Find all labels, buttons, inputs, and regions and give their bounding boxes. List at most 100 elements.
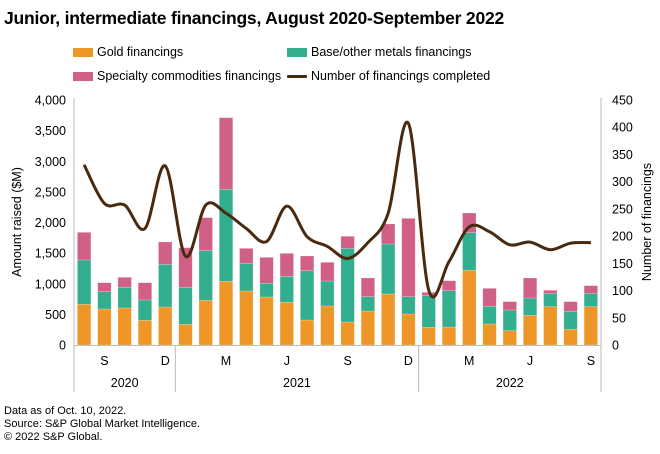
bar-base-15	[381, 243, 396, 295]
legend-label-specialty: Specialty commodities financings	[97, 69, 282, 83]
bar-base-5	[178, 287, 193, 325]
y-tick-label: 1,000	[35, 277, 66, 291]
bar-base-20	[482, 305, 497, 325]
bar-base-19	[462, 232, 477, 271]
y2-axis-title: Number of financings	[640, 163, 654, 281]
bar-base-2	[117, 287, 132, 309]
bar-base-8	[239, 263, 254, 292]
bar-base-17	[421, 295, 436, 328]
x-tick-label: S	[100, 354, 108, 368]
bar-base-14	[360, 296, 375, 312]
bar-specialty-16	[401, 218, 416, 297]
y-tick-label: 1,500	[35, 247, 66, 261]
x-tick-label: S	[587, 354, 595, 368]
bar-base-1	[97, 291, 112, 310]
bar-specialty-3	[137, 282, 152, 301]
y2-tick-label: 450	[612, 94, 633, 108]
bar-gold-3	[137, 320, 152, 346]
bar-specialty-25	[583, 285, 598, 294]
bar-specialty-12	[320, 262, 335, 282]
footer-data-date: Data as of Oct. 10, 2022.	[4, 405, 127, 417]
y-tick-label: 3,000	[35, 155, 66, 169]
y-tick-label: 4,000	[35, 94, 66, 108]
bar-gold-12	[320, 305, 335, 346]
legend-label-count: Number of financings completed	[311, 69, 491, 83]
y-tick-label: 3,500	[35, 124, 66, 138]
bar-base-16	[401, 296, 416, 315]
bar-gold-2	[117, 307, 132, 346]
bar-specialty-24	[563, 301, 578, 312]
bar-specialty-18	[441, 280, 457, 291]
x-tick-label: D	[161, 354, 170, 368]
legend-swatch-specialty	[73, 71, 93, 81]
bar-base-4	[158, 264, 173, 308]
bar-base-24	[563, 311, 578, 330]
bar-base-23	[543, 293, 558, 307]
legend-item-count: Number of financings completed	[287, 69, 490, 83]
bar-base-7	[218, 189, 234, 282]
bar-specialty-10	[279, 253, 294, 277]
bar-base-0	[77, 259, 92, 305]
bar-gold-25	[583, 306, 598, 346]
y2-tick-label: 100	[612, 284, 633, 298]
bar-specialty-13	[340, 235, 355, 249]
legend-item-gold: Gold financings	[73, 45, 183, 59]
x-tick-label: S	[343, 354, 351, 368]
bar-specialty-7	[218, 117, 234, 190]
bar-gold-23	[543, 306, 558, 346]
bar-specialty-0	[77, 232, 92, 261]
legend-swatch-base	[287, 47, 307, 57]
y2-tick-label: 50	[612, 311, 626, 325]
y2-tick-label: 300	[612, 175, 633, 189]
bar-gold-7	[218, 281, 234, 346]
bar-gold-1	[97, 308, 112, 346]
bar-base-21	[502, 309, 517, 331]
bar-base-9	[259, 283, 274, 298]
bar-gold-21	[502, 330, 517, 346]
bar-specialty-8	[239, 248, 254, 264]
bar-specialty-14	[360, 277, 375, 297]
y2-tick-label: 200	[612, 230, 633, 244]
y-tick-label: 2,000	[35, 216, 66, 230]
x-tick-label: J	[284, 354, 290, 368]
y2-tick-label: 150	[612, 257, 633, 271]
bar-gold-20	[482, 323, 497, 346]
x-tick-label: D	[404, 354, 413, 368]
bar-specialty-1	[97, 282, 112, 293]
bar-gold-5	[178, 323, 193, 346]
bar-gold-9	[259, 296, 274, 346]
bars-layer	[77, 117, 598, 346]
bar-specialty-5	[178, 247, 193, 288]
bar-gold-6	[198, 300, 213, 346]
y-tick-label: 2,500	[35, 185, 66, 199]
bar-specialty-6	[198, 217, 213, 251]
y-axis-title: Amount raised ($M)	[10, 167, 24, 277]
legend-swatch-count	[287, 74, 307, 78]
legend-label-base: Base/other metals financings	[311, 45, 472, 59]
bar-gold-13	[340, 321, 355, 346]
x-tick-label: M	[221, 354, 231, 368]
year-label: 2022	[496, 376, 524, 390]
footer-copyright: © 2022 S&P Global.	[4, 431, 103, 443]
legend-item-base: Base/other metals financings	[287, 45, 472, 59]
y2-tick-label: 400	[612, 121, 633, 135]
bar-base-12	[320, 280, 335, 307]
bar-gold-18	[441, 326, 457, 346]
footer-notes: Data as of Oct. 10, 2022. Source: S&P Gl…	[4, 405, 200, 444]
bar-base-25	[583, 293, 598, 307]
footer-source: Source: S&P Global Market Intelligence.	[4, 418, 201, 430]
legend-label-gold: Gold financings	[97, 45, 184, 59]
x-tick-label: M	[464, 354, 474, 368]
bar-specialty-22	[523, 277, 538, 299]
bar-base-11	[300, 270, 315, 321]
axes-layer: 0 500 1,000 1,500 2,000 2,500 3,000 3,500 4,000 0…	[35, 94, 633, 392]
legend-item-specialty: Specialty commodities financings	[73, 69, 281, 83]
bar-specialty-11	[300, 255, 315, 271]
bar-specialty-9	[259, 257, 274, 284]
bar-gold-22	[523, 315, 538, 346]
bar-gold-17	[421, 326, 436, 346]
y2-tick-label: 350	[612, 148, 633, 162]
y-tick-label: 500	[45, 308, 66, 322]
bar-base-3	[137, 299, 152, 321]
